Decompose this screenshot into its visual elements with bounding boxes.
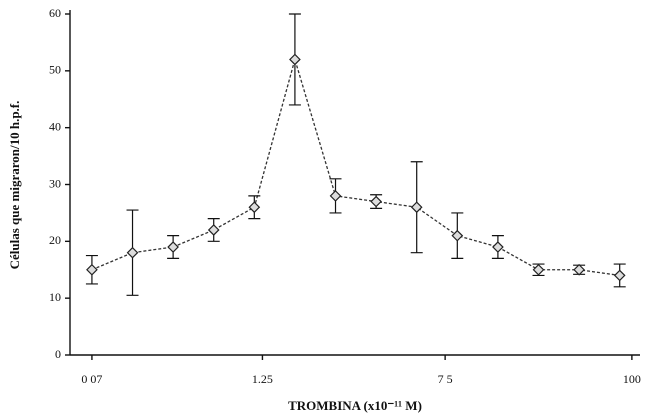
data-point (451, 229, 464, 242)
y-tick-label: 20 (49, 233, 61, 247)
data-point (86, 263, 98, 276)
y-tick-label: 50 (49, 63, 61, 77)
data-point (573, 263, 585, 276)
data-line (91, 57, 620, 277)
y-tick-label: 10 (49, 290, 61, 304)
y-tick-label: 40 (49, 119, 61, 133)
data-point (248, 201, 261, 214)
x-tick-label: 1.25 (252, 372, 273, 386)
data-point (126, 246, 139, 259)
data-point (207, 224, 220, 236)
data-point (329, 190, 342, 202)
y-tick-label: 60 (49, 6, 61, 20)
x-tick-label: 100 (623, 372, 641, 386)
data-point (167, 241, 179, 253)
data-point (492, 241, 504, 253)
data-point (370, 195, 382, 208)
y-tick-label: 30 (49, 176, 61, 190)
x-axis-label: TROMBINA (x10⁻¹¹ M) (288, 398, 422, 413)
x-tick-label: 0 07 (81, 372, 102, 386)
data-point (410, 201, 423, 214)
y-tick-label: 0 (55, 347, 61, 361)
x-tick-label: 7 5 (438, 372, 453, 386)
y-axis-label: Células que migraron/10 h.p.f. (7, 101, 22, 270)
data-point (532, 263, 545, 276)
data-point (289, 53, 301, 66)
data-point (613, 269, 626, 282)
